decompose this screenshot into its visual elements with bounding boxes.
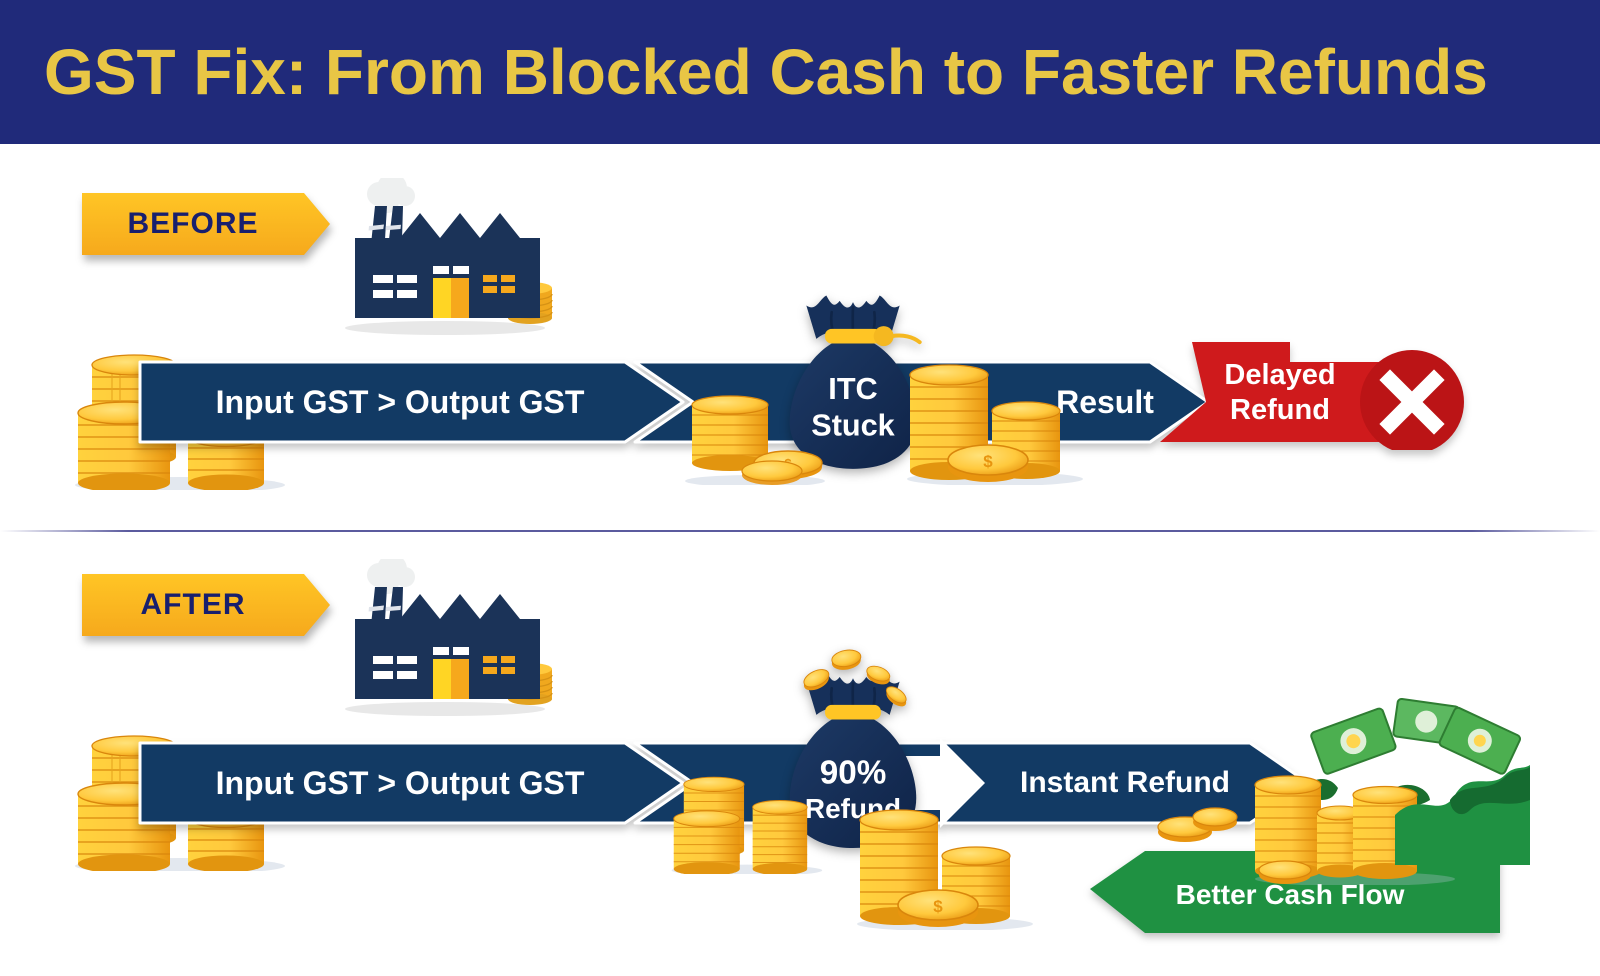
svg-text:ITC: ITC	[828, 372, 877, 406]
svg-text:$: $	[983, 452, 993, 471]
svg-text:$: $	[933, 897, 943, 916]
